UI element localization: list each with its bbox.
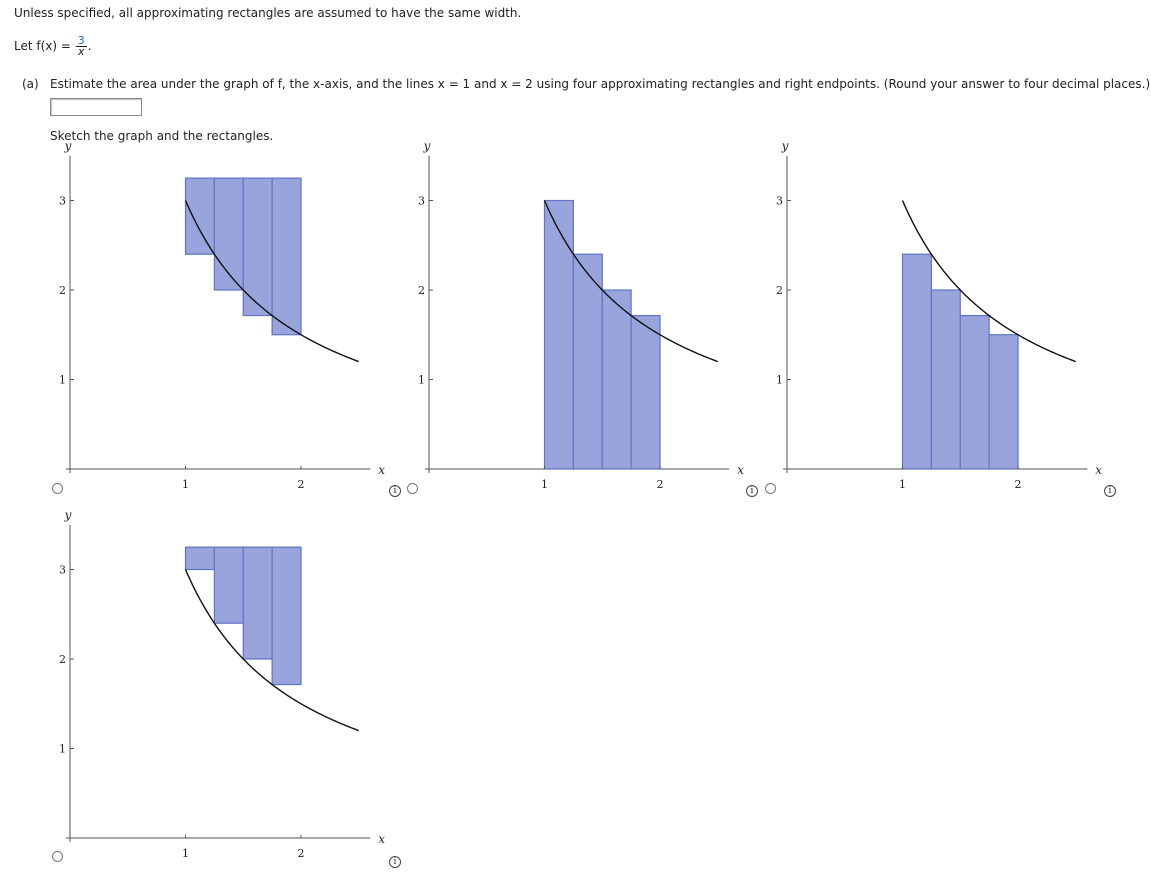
function-curve [901, 200, 1076, 363]
x-axis-label: x [378, 832, 385, 846]
y-tick-label: 1 [776, 374, 783, 387]
approx-rectangle [213, 177, 244, 291]
info-icon[interactable]: i [389, 485, 401, 497]
x-tick-label: 2 [298, 847, 305, 860]
y-tick-label: 1 [59, 374, 66, 387]
x-axis-label: x [378, 463, 385, 477]
function-curve [184, 569, 359, 732]
y-axis-label: y [781, 139, 789, 153]
approx-rectangle [601, 289, 632, 470]
fraction-denominator: x [77, 45, 85, 58]
radio-option-4[interactable] [52, 851, 63, 862]
graph-option-1: 1 2 1 2 3 x y [59, 139, 385, 491]
x-tick-label: 1 [182, 478, 189, 491]
y-tick-label: 3 [59, 564, 66, 577]
y-axis-label: y [423, 139, 431, 153]
sketch-prompt: Sketch the graph and the rectangles. [50, 129, 274, 143]
fraction-numerator: 3 [75, 34, 87, 47]
approx-rectangle [242, 177, 273, 317]
approx-rectangle [959, 314, 990, 470]
approx-rectangle [988, 334, 1019, 470]
instructions-text: Unless specified, all approximating rect… [14, 6, 522, 20]
x-tick-label: 1 [182, 847, 189, 860]
function-prefix: Let f(x) = [14, 39, 75, 53]
function-suffix: . [87, 39, 92, 53]
y-tick-label: 3 [776, 195, 783, 208]
function-curve [543, 200, 718, 363]
y-tick-label: 2 [776, 284, 783, 297]
graph-option-4: 1 2 1 2 3 x y [59, 508, 385, 860]
approx-rectangle [572, 253, 603, 470]
approx-rectangle [901, 253, 932, 470]
radio-option-3[interactable] [765, 483, 776, 494]
graph-option-3: 1 2 1 2 3 x y [776, 139, 1102, 491]
y-axis-label: y [64, 508, 72, 522]
approx-rectangle [213, 546, 244, 624]
function-curve [184, 200, 359, 363]
approx-rectangle [543, 199, 574, 470]
approx-rectangle [271, 546, 302, 686]
approx-rectangle [242, 546, 273, 660]
part-a-label: (a) [22, 77, 39, 91]
approx-rectangle [184, 546, 215, 571]
approx-rectangle [630, 314, 661, 470]
y-tick-label: 2 [59, 653, 66, 666]
x-axis-label: x [737, 463, 744, 477]
part-a-question: Estimate the area under the graph of f, … [50, 77, 1151, 91]
info-icon[interactable]: i [389, 856, 401, 868]
approx-rectangle [184, 177, 215, 255]
info-icon[interactable]: i [1104, 485, 1116, 497]
approx-rectangle [271, 177, 302, 336]
radio-option-1[interactable] [52, 483, 63, 494]
approx-rectangle [930, 289, 961, 470]
x-tick-label: 2 [298, 478, 305, 491]
y-axis-label: y [64, 139, 72, 153]
x-tick-label: 2 [657, 478, 664, 491]
x-tick-label: 1 [541, 478, 548, 491]
y-tick-label: 3 [418, 195, 425, 208]
y-tick-label: 1 [59, 743, 66, 756]
y-tick-label: 1 [418, 374, 425, 387]
x-tick-label: 1 [899, 478, 906, 491]
info-icon[interactable]: i [746, 485, 758, 497]
x-axis-label: x [1095, 463, 1102, 477]
graph-option-2: 1 2 1 2 3 x y [418, 139, 744, 491]
radio-option-2[interactable] [407, 483, 418, 494]
y-tick-label: 2 [418, 284, 425, 297]
answer-input[interactable] [50, 98, 142, 116]
y-tick-label: 2 [59, 284, 66, 297]
y-tick-label: 3 [59, 195, 66, 208]
x-tick-label: 2 [1015, 478, 1022, 491]
